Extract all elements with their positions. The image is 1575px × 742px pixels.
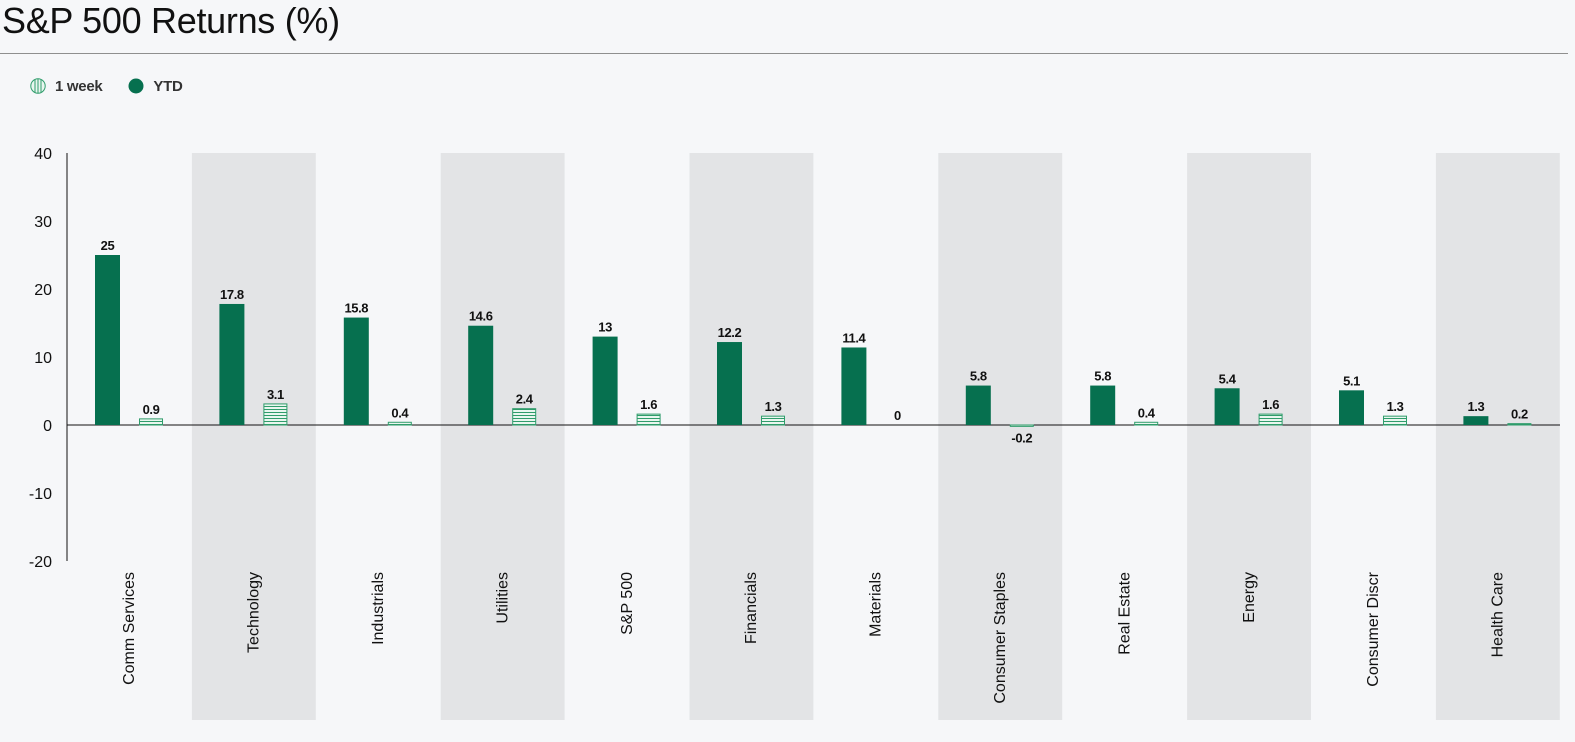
bar-1-week-technology — [263, 403, 288, 426]
bar-1-week-real-estate — [1134, 421, 1159, 426]
bar-ytd-s-p-500 — [592, 336, 618, 425]
bar-ytd-materials — [841, 347, 867, 425]
value-label-ytd-comm-services: 25 — [101, 238, 115, 253]
bar-1-week-consumer-staples — [1009, 424, 1034, 427]
bar-ytd-consumer-staples — [965, 385, 991, 425]
y-tick-label-20: 20 — [34, 282, 52, 299]
value-label-1-week-consumer-discr: 1.3 — [1387, 399, 1404, 414]
value-label-ytd-materials: 11.4 — [842, 330, 866, 345]
bars — [95, 255, 1532, 427]
bar-ytd-energy — [1214, 388, 1240, 425]
band-technology — [191, 153, 316, 720]
value-label-1-week-energy: 1.6 — [1262, 397, 1279, 412]
bar-1-week-financials — [761, 415, 785, 426]
category-label-consumer-staples: Consumer Staples — [992, 572, 1009, 704]
category-label-materials: Materials — [868, 572, 885, 637]
category-label-comm-services: Comm Services — [121, 572, 138, 685]
value-label-ytd-technology: 17.8 — [220, 287, 244, 302]
bar-1-week-utilities — [512, 408, 537, 426]
category-label-technology: Technology — [246, 572, 263, 653]
legend-swatch-1-week — [30, 78, 46, 94]
category-label-real-estate: Real Estate — [1116, 572, 1133, 655]
bar-ytd-real-estate — [1090, 385, 1116, 425]
category-label-consumer-discr: Consumer Discr — [1365, 571, 1382, 686]
chart-title: S&P 500 Returns (%) — [2, 0, 340, 41]
axes: 40 30 20 10 0 -10 -20 — [29, 146, 1560, 571]
legend-label-ytd: YTD — [153, 77, 183, 95]
y-tick-label-0: 0 — [43, 418, 52, 435]
category-label-financials: Financials — [743, 572, 760, 644]
category-label-energy: Energy — [1241, 572, 1258, 623]
category-label-utilities: Utilities — [494, 572, 511, 624]
title-divider — [0, 53, 1568, 54]
y-tick-label-20: -20 — [29, 554, 52, 571]
value-label-ytd-utilities: 14.6 — [469, 309, 493, 324]
value-label-ytd-energy: 5.4 — [1219, 371, 1237, 386]
bar-ytd-comm-services — [95, 255, 120, 425]
bar-1-week-energy — [1258, 413, 1283, 426]
value-label-1-week-consumer-staples: -0.2 — [1011, 430, 1032, 445]
value-label-1-week-real-estate: 0.4 — [1138, 405, 1156, 420]
category-label-health-care: Health Care — [1490, 572, 1507, 657]
bar-ytd-industrials — [343, 317, 369, 425]
legend-swatch-ytd — [128, 78, 144, 94]
bar-1-week-consumer-discr — [1383, 415, 1407, 426]
value-label-ytd-consumer-staples: 5.8 — [970, 369, 987, 384]
bar-1-week-s-p-500 — [636, 413, 661, 426]
y-tick-label-10: -10 — [29, 486, 52, 503]
value-label-1-week-s-p-500: 1.6 — [640, 397, 657, 412]
bar-ytd-health-care — [1463, 416, 1489, 425]
value-label-ytd-real-estate: 5.8 — [1094, 369, 1111, 384]
value-label-1-week-comm-services: 0.9 — [143, 402, 160, 417]
value-label-1-week-financials: 1.3 — [765, 399, 782, 414]
value-label-ytd-industrials: 15.8 — [344, 301, 368, 316]
legend-label-1-week: 1 week — [55, 77, 103, 95]
value-label-1-week-utilities: 2.4 — [516, 392, 534, 407]
value-label-ytd-consumer-discr: 5.1 — [1343, 373, 1360, 388]
value-label-1-week-technology: 3.1 — [267, 387, 284, 402]
category-bands — [191, 153, 1560, 720]
bar-ytd-financials — [717, 342, 742, 425]
bar-1-week-industrials — [387, 421, 412, 426]
value-label-ytd-health-care: 1.3 — [1467, 399, 1484, 414]
legend-entry-1-week: 1 week — [30, 77, 103, 95]
value-label-ytd-s-p-500: 13 — [598, 320, 612, 335]
value-label-1-week-health-care: 0.2 — [1511, 407, 1528, 422]
band-utilities — [440, 153, 565, 720]
bar-1-week-health-care — [1507, 423, 1532, 426]
category-label-s-p-500: S&P 500 — [619, 572, 636, 635]
bar-1-week-comm-services — [139, 418, 163, 426]
y-tick-label-10: 10 — [34, 350, 52, 367]
value-label-1-week-industrials: 0.4 — [391, 405, 409, 420]
legend-entry-ytd: YTD — [128, 77, 183, 95]
bar-ytd-utilities — [468, 325, 494, 425]
y-tick-label-40: 40 — [34, 146, 52, 163]
y-tick-label-30: 30 — [34, 214, 52, 231]
value-label-1-week-materials: 0 — [894, 408, 901, 423]
labels: 25 0.9 Comm Services 17.8 3.1 Technology 15.8 0… — [101, 238, 1529, 704]
band-health-care — [1435, 153, 1560, 720]
value-label-ytd-financials: 12.2 — [718, 325, 742, 340]
bar-ytd-technology — [219, 303, 245, 425]
band-consumer-staples — [938, 153, 1063, 720]
band-financials — [689, 153, 814, 720]
bar-ytd-consumer-discr — [1339, 390, 1364, 425]
legend: 1 week YTD — [30, 76, 183, 96]
category-label-industrials: Industrials — [370, 572, 387, 645]
band-energy — [1187, 153, 1311, 720]
